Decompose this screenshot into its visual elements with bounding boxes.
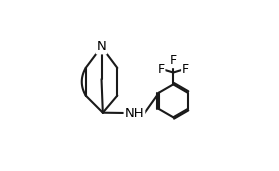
Text: F: F (182, 63, 189, 76)
Text: F: F (170, 54, 177, 67)
Text: F: F (157, 63, 164, 76)
Text: N: N (97, 40, 106, 53)
Text: NH: NH (125, 107, 144, 120)
